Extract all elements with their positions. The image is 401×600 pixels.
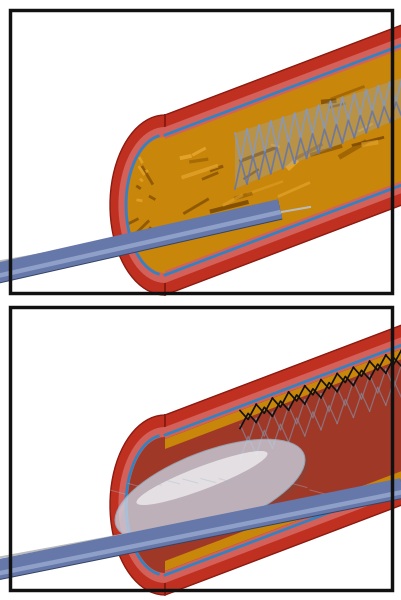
Polygon shape bbox=[127, 349, 401, 573]
FancyBboxPatch shape bbox=[10, 10, 391, 293]
Polygon shape bbox=[110, 25, 401, 295]
Polygon shape bbox=[0, 200, 282, 290]
Polygon shape bbox=[164, 471, 401, 571]
Polygon shape bbox=[0, 210, 281, 284]
FancyBboxPatch shape bbox=[10, 307, 391, 590]
Polygon shape bbox=[235, 78, 401, 189]
Ellipse shape bbox=[119, 444, 308, 544]
Polygon shape bbox=[0, 478, 401, 584]
Polygon shape bbox=[127, 49, 401, 273]
Ellipse shape bbox=[115, 440, 304, 540]
Polygon shape bbox=[0, 479, 401, 586]
Polygon shape bbox=[118, 337, 401, 583]
Ellipse shape bbox=[136, 451, 267, 505]
Polygon shape bbox=[164, 349, 401, 449]
Polygon shape bbox=[0, 490, 401, 581]
Polygon shape bbox=[118, 37, 401, 283]
Polygon shape bbox=[0, 199, 282, 289]
Polygon shape bbox=[110, 325, 401, 595]
